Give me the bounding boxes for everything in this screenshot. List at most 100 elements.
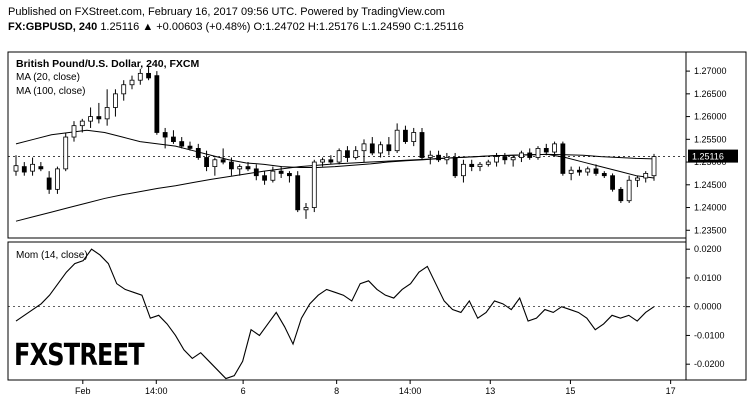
- candle-body: [113, 93, 118, 108]
- candle-body: [643, 173, 649, 179]
- candle-body: [336, 150, 342, 163]
- time-axis-label: 17: [666, 386, 676, 396]
- candle-body: [568, 169, 574, 174]
- candle-body: [71, 125, 77, 138]
- candle-body: [577, 169, 582, 173]
- candle-body: [129, 79, 135, 86]
- candle-body: [610, 175, 615, 190]
- candle-body: [601, 173, 607, 177]
- time-axis-label: 14:00: [145, 386, 168, 396]
- momentum-axis-label: -0.0100: [694, 330, 725, 340]
- candle-body: [386, 144, 392, 152]
- candle-body: [452, 157, 458, 177]
- momentum-axis-label: 0.0100: [694, 273, 722, 283]
- published-header: Published on FXStreet.com, February 16, …: [8, 6, 445, 18]
- momentum-legend: Mom (14, close): [16, 250, 88, 261]
- price-panel-frame: [7, 51, 687, 239]
- candle-body: [394, 129, 400, 152]
- fxstreet-logo: FXSTREET: [14, 338, 145, 373]
- candle-body: [519, 152, 524, 158]
- candle-body: [328, 159, 334, 163]
- candle-body: [13, 165, 19, 172]
- candle-body: [411, 132, 417, 142]
- candle-body: [369, 143, 375, 154]
- ma20-line: [15, 129, 655, 179]
- candle-body: [21, 166, 27, 173]
- price-axis-frame: [685, 51, 747, 381]
- candle-body: [502, 156, 508, 161]
- candle-body: [535, 148, 541, 158]
- price-axis-label: 1.23500: [694, 225, 727, 235]
- candle-body: [403, 129, 408, 142]
- candle-body: [618, 188, 624, 202]
- candle-body: [270, 170, 276, 181]
- candle-body: [320, 159, 325, 163]
- price-axis-label: 1.25500: [694, 134, 727, 144]
- momentum-axis-label: 0.0000: [694, 302, 722, 312]
- time-axis-label: 13: [485, 386, 495, 396]
- candle-body: [494, 156, 499, 163]
- price-axis-label: 1.26000: [694, 112, 727, 122]
- candle-body: [593, 168, 599, 174]
- candle-body: [560, 143, 566, 174]
- candle-body: [510, 157, 516, 161]
- candle-body: [311, 161, 317, 208]
- ma100-legend: MA (100, close): [16, 86, 86, 97]
- quote-values: 1.25116 ▲ +0.00603 (+0.48%) O:1.24702 H:…: [100, 21, 464, 33]
- price-chart-title: British Pound/U.S. Dollar, 240, FXCM: [16, 58, 200, 70]
- candle-body: [171, 136, 176, 142]
- candle-body: [237, 166, 243, 170]
- candle-body: [345, 150, 350, 158]
- candle-body: [303, 207, 309, 211]
- momentum-axis-label: 0.0200: [694, 244, 722, 254]
- candle-body: [436, 154, 441, 161]
- candle-body: [378, 144, 383, 154]
- symbol-quote-header: FX:GBPUSD, 240 1.25116 ▲ +0.00603 (+0.48…: [8, 21, 464, 33]
- candle-body: [204, 157, 209, 168]
- candle-body: [262, 175, 267, 181]
- candle-body: [419, 132, 425, 158]
- candle-body: [154, 75, 160, 133]
- candle-body: [626, 179, 632, 202]
- candle-body: [162, 132, 168, 138]
- candle-body: [245, 166, 251, 170]
- candle-body: [137, 72, 143, 81]
- candle-body: [38, 166, 44, 170]
- candle-body: [79, 120, 85, 127]
- ma20-legend: MA (20, close): [16, 72, 80, 83]
- momentum-line: [15, 248, 655, 380]
- price-axis-label: 1.24000: [694, 203, 727, 213]
- candle-body: [461, 163, 466, 177]
- candle-body: [88, 116, 93, 122]
- candle-body: [635, 177, 640, 181]
- candle-body: [96, 116, 102, 120]
- price-axis-label: 1.24500: [694, 180, 727, 190]
- candle-body: [295, 175, 301, 211]
- candle-body: [104, 107, 110, 120]
- candle-body: [195, 148, 201, 158]
- time-axis-label: 14:00: [399, 386, 422, 396]
- candle-body: [287, 173, 292, 177]
- price-axis-label: 1.27000: [694, 66, 727, 76]
- momentum-axis-label: -0.0200: [694, 359, 725, 369]
- candle-body: [477, 163, 483, 168]
- time-axis-label: 6: [241, 386, 246, 396]
- candle-body: [552, 143, 557, 153]
- candle-body: [353, 150, 359, 158]
- time-axis-label: Feb: [75, 386, 91, 396]
- candle-body: [63, 136, 69, 170]
- time-axis-label: 15: [565, 386, 575, 396]
- candle-body: [187, 145, 193, 149]
- candle-body: [55, 168, 60, 190]
- candle-body: [427, 154, 433, 158]
- candle-body: [278, 170, 284, 174]
- time-axis-label: 8: [334, 386, 339, 396]
- candle-body: [543, 148, 549, 153]
- candle-body: [651, 156, 657, 177]
- candle-body: [30, 163, 35, 172]
- candle-body: [361, 143, 367, 152]
- candle-body: [46, 177, 52, 190]
- candle-body: [229, 161, 234, 170]
- ma100-line: [15, 153, 655, 222]
